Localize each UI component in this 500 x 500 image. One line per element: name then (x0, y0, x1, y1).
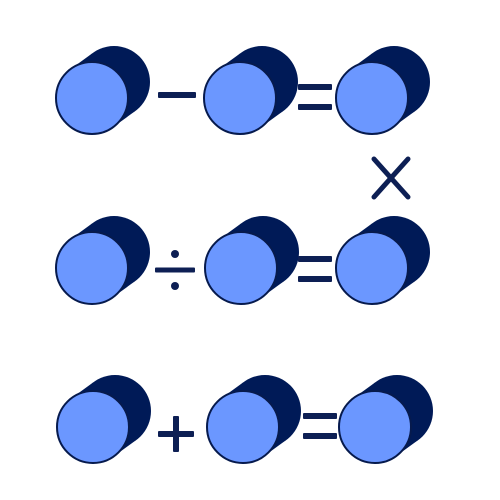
equals-icon (303, 413, 337, 439)
plus-icon (158, 416, 194, 452)
equation-row-2 (55, 216, 430, 305)
cylinder-r3-c1[interactable] (56, 375, 151, 464)
cylinder-r3-c2[interactable] (206, 375, 301, 464)
cylinder-r3-c3[interactable] (338, 375, 433, 464)
equals-icon (298, 84, 332, 110)
equation-row-1 (55, 46, 430, 135)
cylinder-r2-c2[interactable] (204, 216, 299, 305)
cylinder-r1-c2[interactable] (203, 46, 298, 135)
times-icon (371, 156, 411, 200)
equals-icon (298, 256, 332, 282)
cylinder-r1-c1[interactable] (55, 46, 150, 135)
cylinder-r1-c3[interactable] (335, 46, 430, 135)
cylinder-r2-c3[interactable] (335, 216, 430, 305)
equation-row-3 (56, 375, 433, 464)
minus-icon (158, 92, 196, 98)
cylinder-r2-c1[interactable] (55, 216, 150, 305)
divide-icon (155, 250, 195, 290)
